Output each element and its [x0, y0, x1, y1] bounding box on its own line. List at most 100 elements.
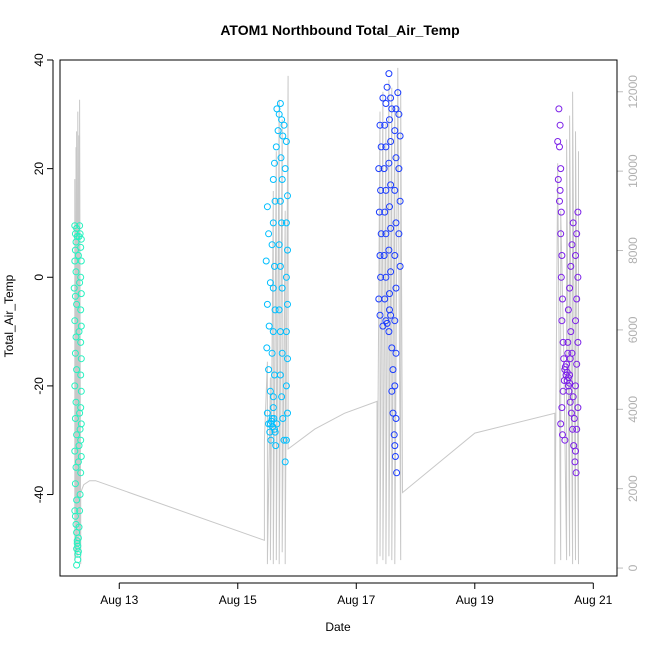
data-point: [568, 241, 576, 249]
data-point: [376, 311, 384, 319]
data-point: [554, 138, 562, 145]
data-point: [77, 243, 85, 251]
y-tick-label: 40: [32, 53, 46, 67]
series-1-group: [70, 222, 85, 569]
y2-tick-label: 10000: [626, 154, 640, 188]
data-point: [392, 154, 400, 162]
data-point: [392, 349, 400, 357]
data-point: [266, 279, 274, 287]
data-point: [392, 284, 400, 292]
data-point: [263, 344, 271, 352]
x-tick-label: Aug 17: [337, 593, 375, 607]
data-point: [556, 121, 564, 129]
data-point: [262, 257, 270, 265]
data-point: [73, 496, 81, 504]
data-point: [377, 273, 385, 281]
data-point: [391, 453, 399, 460]
data-point: [559, 387, 567, 395]
y-tick-label: -20: [32, 377, 46, 395]
data-point: [559, 295, 566, 303]
data-point: [269, 284, 277, 292]
data-point: [574, 208, 582, 216]
data-point: [574, 273, 582, 281]
data-point: [557, 208, 565, 216]
data-point: [269, 219, 277, 227]
data-point: [73, 366, 81, 374]
data-point: [376, 252, 384, 259]
data-point: [396, 132, 404, 140]
data-point: [387, 268, 395, 276]
data-point: [282, 219, 290, 227]
data-point: [73, 561, 81, 569]
data-point: [284, 192, 291, 200]
data-point: [380, 252, 388, 259]
data-point: [71, 480, 79, 488]
data-point: [263, 300, 271, 308]
data-point: [76, 425, 84, 433]
data-point: [569, 393, 577, 401]
data-point: [381, 295, 389, 303]
data-point: [269, 328, 277, 336]
y-tick-label: -40: [32, 486, 46, 504]
data-point: [572, 382, 579, 390]
data-point: [75, 442, 83, 450]
data-point: [284, 409, 291, 417]
data-point: [72, 333, 80, 341]
series-3-group: [375, 70, 404, 477]
data-point: [77, 387, 85, 395]
data-point: [573, 425, 581, 433]
data-point: [276, 197, 284, 205]
data-point: [265, 230, 273, 238]
data-point: [274, 127, 282, 135]
data-point: [389, 409, 397, 417]
data-point: [70, 284, 78, 292]
data-point: [269, 404, 277, 412]
data-point: [77, 290, 85, 298]
data-point: [573, 230, 581, 238]
data-point: [71, 447, 79, 455]
data-point: [73, 300, 81, 308]
data-point: [263, 409, 271, 417]
data-point: [75, 233, 83, 240]
data-point: [282, 328, 290, 336]
y2-tick-label: 12000: [626, 75, 640, 109]
data-point: [74, 534, 82, 542]
data-point: [375, 165, 383, 173]
data-point: [385, 159, 393, 167]
data-point: [275, 306, 283, 314]
data-point: [387, 224, 395, 232]
y2-tick-label: 4000: [626, 396, 640, 423]
data-point: [272, 143, 280, 151]
data-point: [76, 409, 84, 417]
data-point: [395, 110, 403, 118]
data-point: [77, 355, 85, 363]
data-point: [555, 105, 563, 113]
data-point: [386, 116, 393, 124]
data-point: [572, 469, 580, 477]
data-point: [574, 338, 582, 346]
data-point: [375, 208, 383, 216]
data-point: [395, 230, 403, 238]
data-point: [561, 436, 569, 444]
data-point: [572, 447, 579, 455]
y-axis-label: Total_Air_Temp: [2, 274, 16, 357]
data-point: [569, 425, 577, 433]
data-point: [71, 292, 79, 300]
data-point: [557, 420, 565, 428]
data-point: [273, 105, 281, 113]
plot-frame: [59, 59, 618, 577]
data-point: [267, 436, 275, 444]
data-point: [71, 415, 79, 422]
data-point: [569, 219, 577, 227]
data-point: [572, 252, 579, 259]
y2-tick-label: 8000: [626, 237, 640, 264]
data-point: [282, 138, 290, 145]
data-point: [392, 219, 400, 227]
data-point: [383, 83, 391, 91]
data-point: [284, 300, 291, 308]
data-point: [77, 453, 85, 460]
data-point: [559, 338, 567, 346]
data-point: [278, 349, 286, 357]
data-point: [71, 512, 79, 520]
data-point: [271, 428, 279, 436]
